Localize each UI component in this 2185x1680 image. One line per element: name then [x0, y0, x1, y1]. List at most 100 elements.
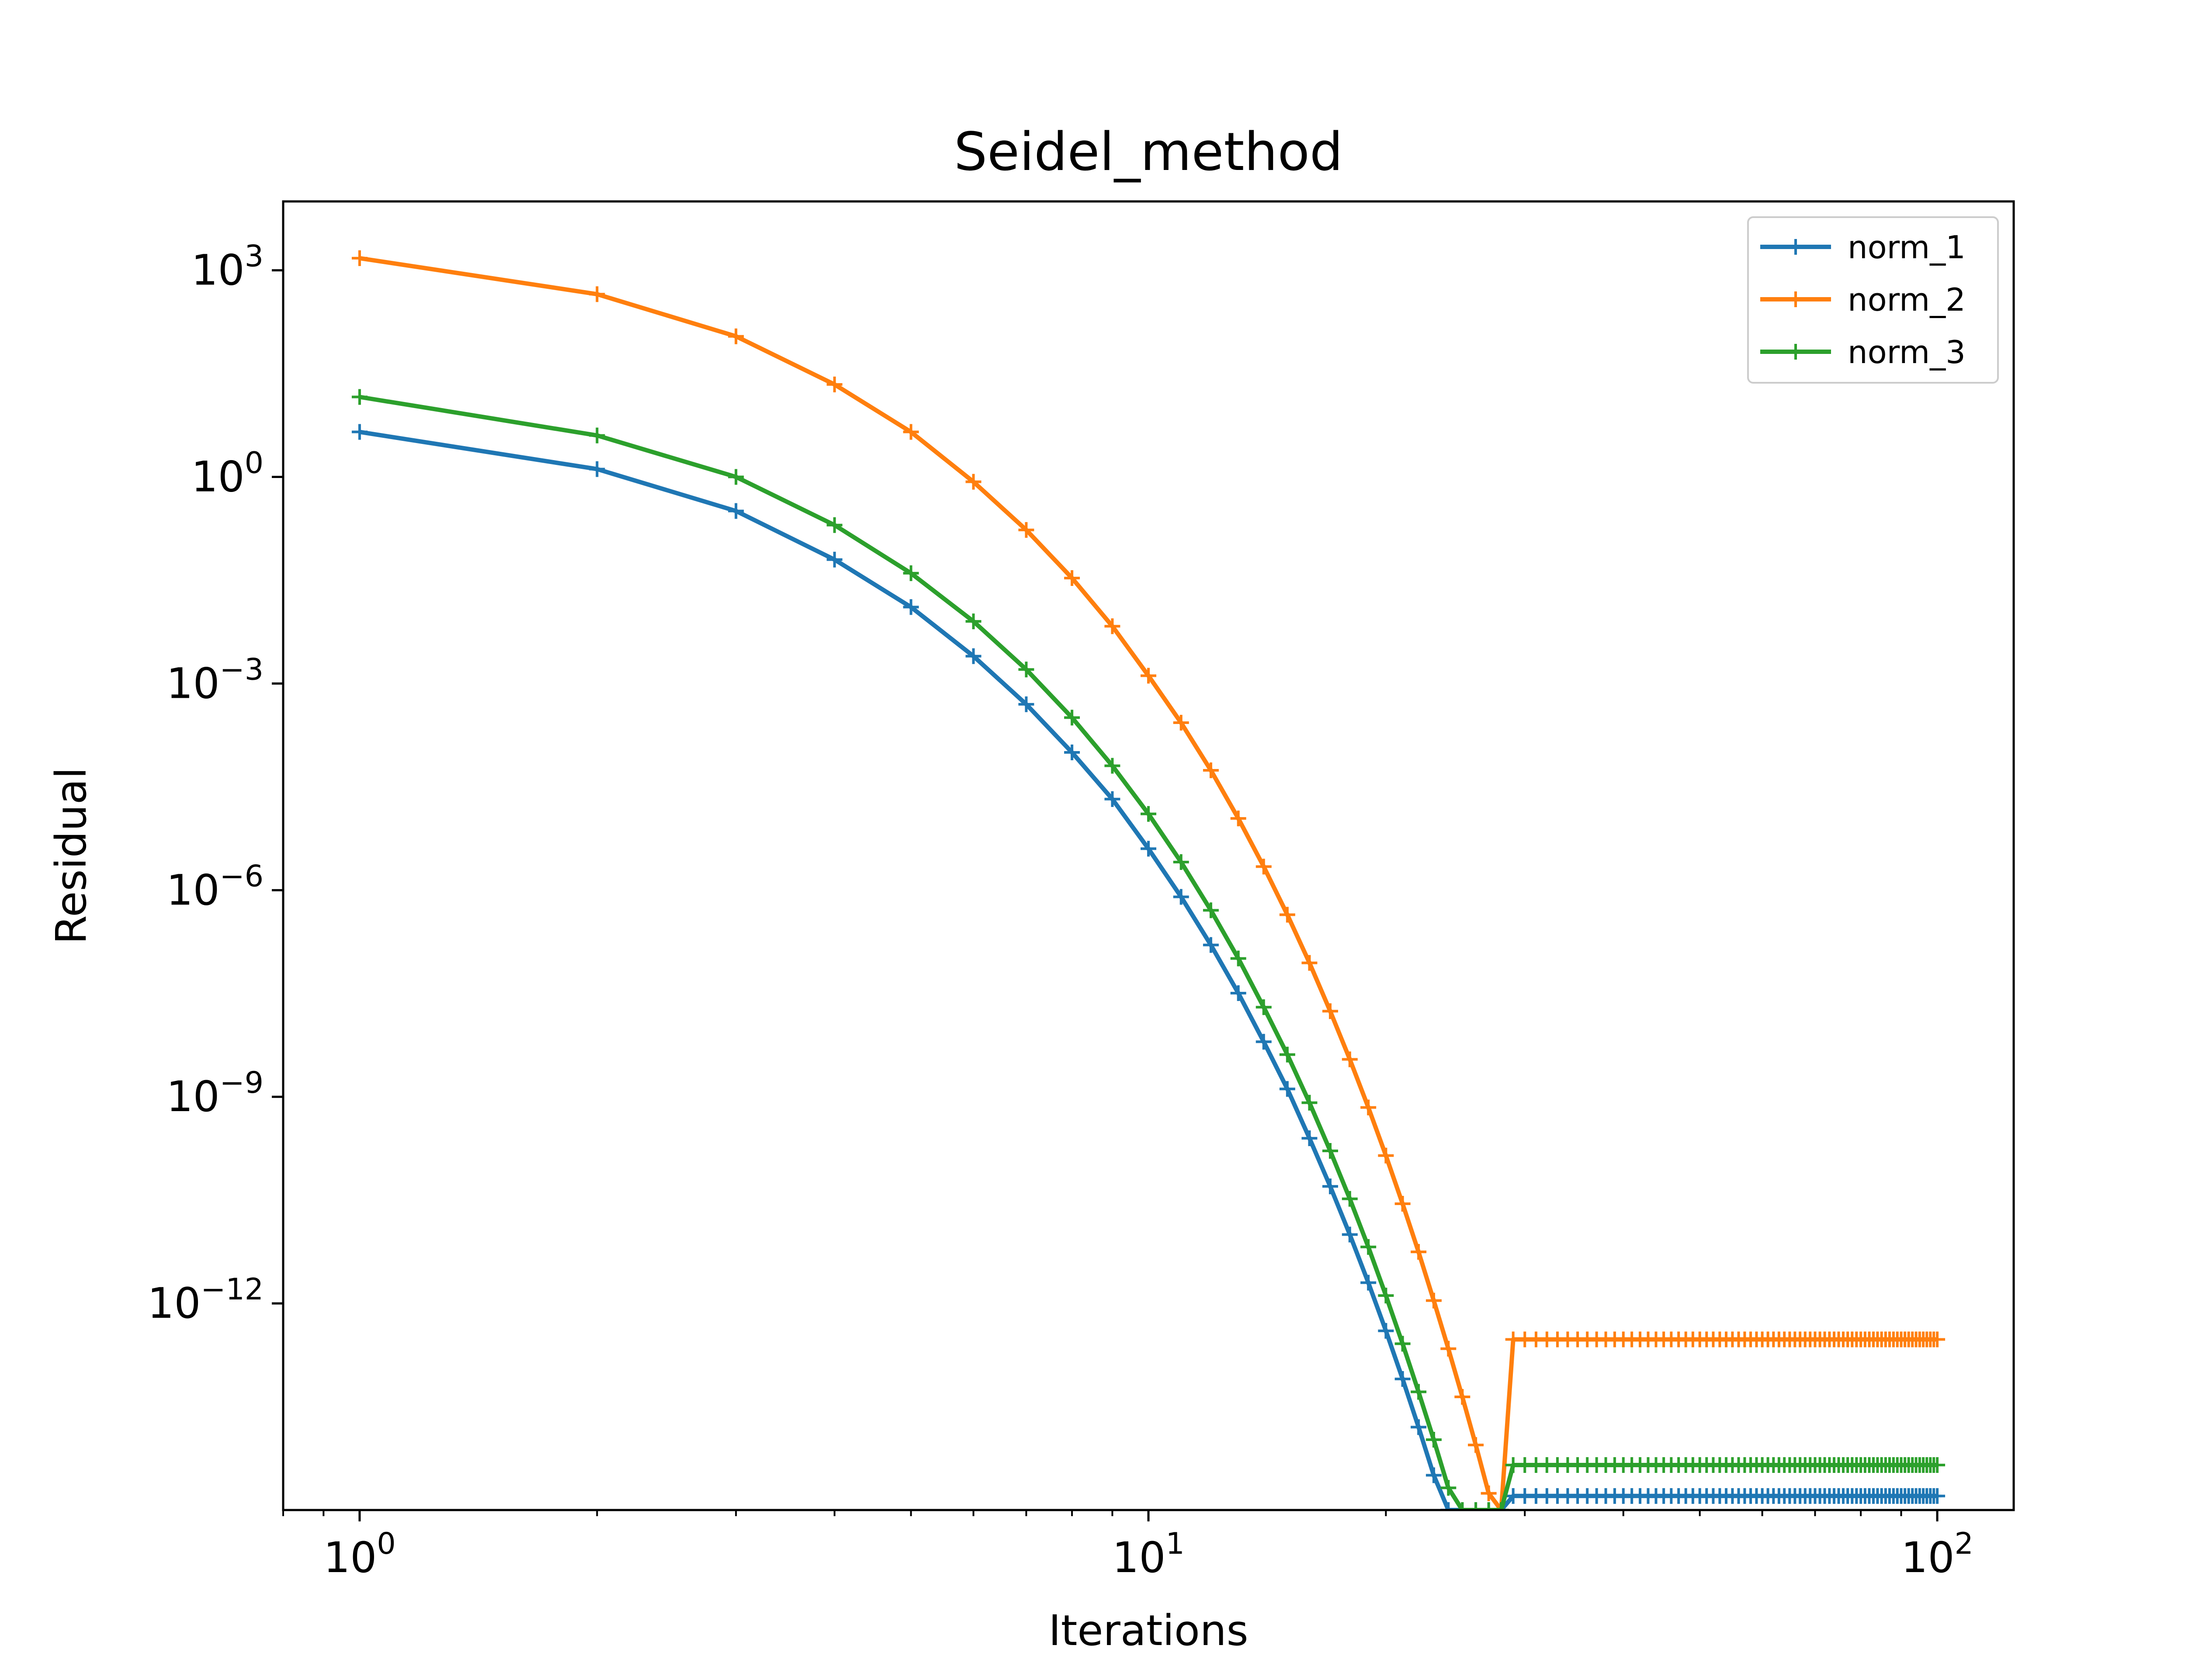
data-point-marker	[1425, 1467, 1442, 1483]
data-point-marker	[1256, 859, 1272, 875]
data-point-marker	[1360, 1099, 1377, 1115]
data-point-marker	[1104, 758, 1120, 774]
data-point-marker	[1230, 811, 1246, 827]
data-point-marker	[1322, 1178, 1338, 1195]
y-tick-exponent: −3	[220, 652, 264, 687]
y-tick-label: 10−9	[166, 1066, 264, 1121]
legend-item: norm_3	[1760, 334, 1966, 371]
data-point-marker	[1064, 710, 1080, 726]
data-point-marker	[1322, 1143, 1338, 1159]
data-point-marker	[965, 474, 982, 490]
data-point-marker	[1018, 696, 1034, 712]
data-point-marker	[1378, 1288, 1394, 1304]
data-point-marker	[1929, 1488, 1946, 1504]
data-point-marker	[1256, 999, 1272, 1015]
y-tick-label: 103	[191, 239, 264, 295]
y-tick-label: 10−3	[166, 652, 264, 708]
data-point-marker	[1104, 791, 1120, 807]
y-tick-base: 10	[191, 453, 245, 502]
data-point-marker	[728, 503, 744, 519]
data-point-marker	[589, 427, 605, 443]
data-point-marker	[965, 613, 982, 630]
y-tick-base: 10	[166, 1072, 220, 1121]
data-point-marker	[728, 328, 744, 344]
y-tick-label: 10−6	[166, 859, 264, 914]
legend-label: norm_1	[1848, 229, 1966, 266]
y-tick-exponent: −6	[220, 859, 264, 894]
data-point-marker	[1203, 937, 1219, 953]
data-point-marker	[1440, 1480, 1457, 1496]
x-tick-base: 10	[1901, 1533, 1954, 1582]
data-point-marker	[1342, 1226, 1358, 1243]
data-point-marker	[351, 389, 368, 405]
x-tick-base: 10	[323, 1533, 377, 1582]
data-point-marker	[1342, 1051, 1358, 1067]
series-norm_3	[351, 389, 1946, 1510]
data-point-marker	[1411, 1419, 1427, 1435]
data-point-marker	[589, 286, 605, 302]
y-tick-exponent: 3	[245, 239, 264, 274]
data-point-marker	[826, 517, 843, 533]
x-axis-label: Iterations	[1048, 1606, 1248, 1655]
x-tick-label: 101	[1112, 1527, 1184, 1582]
data-point-marker	[1929, 1457, 1946, 1473]
data-point-marker	[1279, 1046, 1295, 1063]
legend-marker	[1788, 239, 1803, 255]
y-tick-exponent: −9	[220, 1066, 264, 1100]
data-point-marker	[351, 250, 368, 266]
data-point-marker	[1394, 1336, 1411, 1352]
y-tick-exponent: 0	[245, 446, 264, 481]
data-point-marker	[1018, 522, 1034, 538]
data-point-marker	[1203, 902, 1219, 918]
data-point-marker	[1425, 1292, 1442, 1309]
data-point-marker	[1301, 955, 1318, 971]
data-point-marker	[1468, 1437, 1484, 1453]
data-point-marker	[1018, 662, 1034, 678]
x-tick-exponent: 0	[377, 1527, 395, 1561]
legend-item: norm_1	[1760, 229, 1966, 266]
data-point-marker	[1454, 1389, 1471, 1405]
x-tick-exponent: 2	[1955, 1527, 1973, 1561]
data-point-marker	[1173, 854, 1189, 870]
series-norm_2	[351, 250, 1946, 1510]
legend-item: norm_2	[1760, 281, 1966, 318]
data-point-marker	[1141, 668, 1156, 684]
data-point-marker	[826, 551, 843, 568]
y-tick-exponent: −12	[201, 1272, 264, 1307]
data-point-marker	[1360, 1275, 1377, 1291]
x-axis: 100 101 102	[282, 1510, 1973, 1582]
data-point-marker	[1173, 889, 1189, 905]
data-point-marker	[1104, 618, 1120, 634]
data-point-marker	[1394, 1195, 1411, 1212]
data-point-marker	[965, 648, 982, 664]
y-tick-base: 10	[191, 246, 245, 295]
legend-label: norm_2	[1848, 281, 1966, 318]
y-tick-label: 100	[191, 446, 264, 502]
data-point-marker	[1279, 907, 1295, 923]
legend-box	[1747, 216, 1999, 384]
x-tick-label: 102	[1901, 1527, 1973, 1582]
legend-marker	[1788, 291, 1803, 307]
chart-title: Seidel_method	[954, 122, 1343, 183]
data-point-marker	[1425, 1432, 1442, 1448]
y-tick-base: 10	[147, 1279, 201, 1328]
data-point-marker	[826, 376, 843, 392]
legend-label: norm_3	[1848, 334, 1966, 371]
data-point-marker	[1203, 762, 1219, 778]
data-point-marker	[1141, 806, 1156, 822]
data-point-marker	[589, 461, 605, 477]
data-point-marker	[903, 424, 919, 440]
data-point-marker	[1256, 1034, 1272, 1050]
y-tick-label: 10−12	[147, 1272, 264, 1328]
data-point-marker	[1360, 1239, 1377, 1255]
data-point-marker	[1230, 950, 1246, 966]
data-point-marker	[1064, 745, 1080, 761]
data-point-marker	[1064, 570, 1080, 586]
data-point-marker	[1141, 841, 1156, 857]
data-point-marker	[1378, 1147, 1394, 1164]
data-point-marker	[903, 599, 919, 615]
data-point-marker	[1411, 1244, 1427, 1260]
data-point-marker	[351, 424, 368, 440]
data-point-marker	[1342, 1191, 1358, 1207]
